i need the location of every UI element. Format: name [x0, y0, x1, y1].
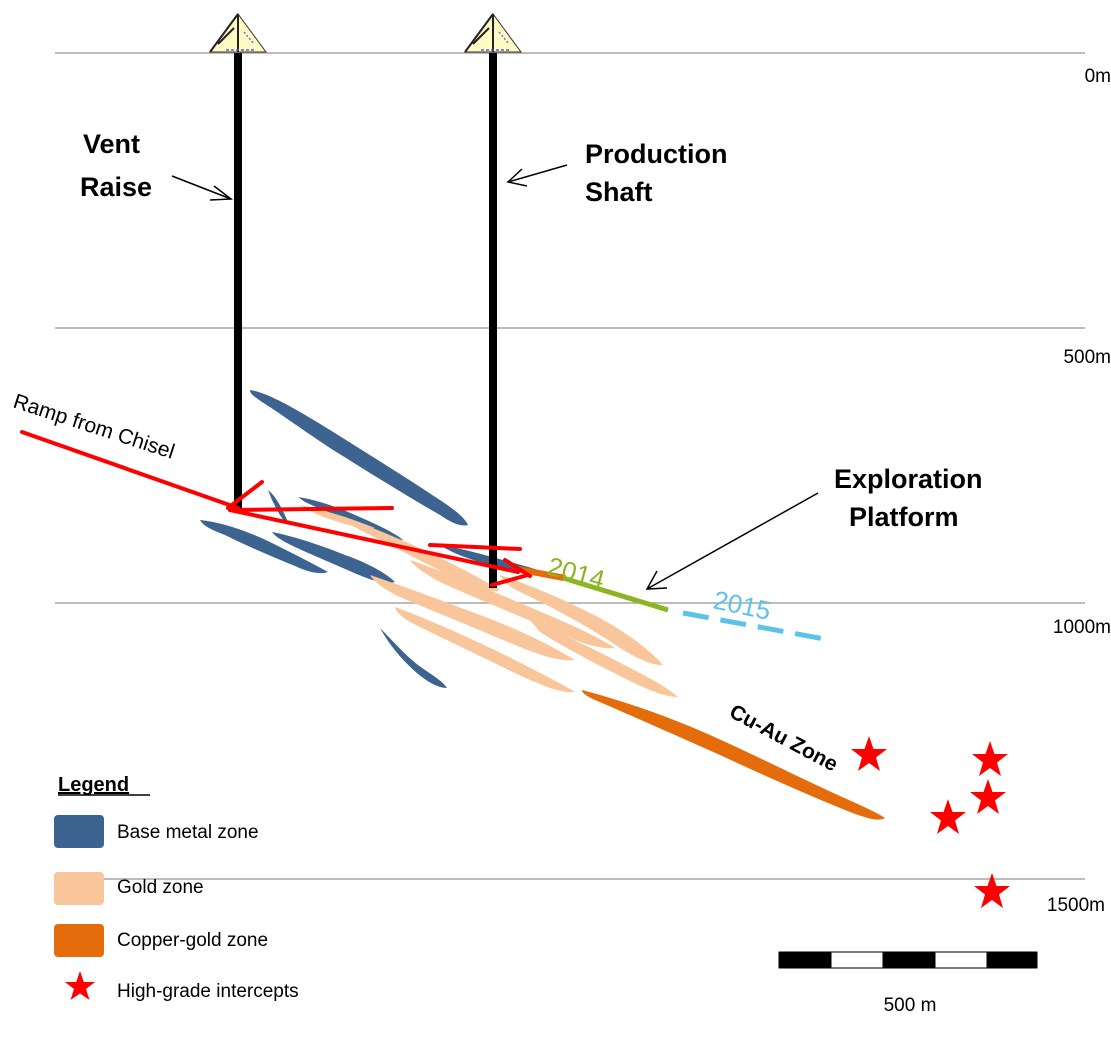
legend-swatch-gold — [54, 872, 104, 905]
ramp-label: Ramp from Chisel — [10, 390, 177, 464]
intercept-star-2 — [972, 741, 1008, 776]
intercept-star-3 — [970, 779, 1006, 814]
depth-label-500m: 500m — [1063, 347, 1111, 368]
vent-raise-headframe-icon — [209, 13, 267, 53]
legend-label-copper-gold: Copper-gold zone — [117, 930, 268, 951]
gold-lens-1 — [335, 515, 500, 592]
copper-gold-lens-main — [582, 690, 885, 820]
copper-gold-zones — [516, 566, 885, 820]
base-metal-lens-4 — [298, 497, 403, 540]
gold-lens-6 — [530, 620, 678, 697]
exploration-platform-label-line2: Platform — [849, 502, 959, 532]
exploration-platform-arrowhead — [645, 570, 668, 590]
legend-label-gold: Gold zone — [117, 877, 204, 898]
vent-raise-label-line2: Raise — [80, 172, 152, 202]
legend-title: Legend — [58, 774, 129, 796]
depth-lines — [55, 52, 1085, 880]
ramp-workings — [20, 430, 532, 587]
ramp-level-4 — [490, 573, 530, 587]
base-metal-lens-6 — [380, 628, 447, 688]
legend-label-high-grade: High-grade intercepts — [117, 981, 299, 1002]
base-metal-lens-5 — [268, 490, 288, 523]
ramp-level-1 — [228, 506, 394, 512]
vent-raise-arrowhead — [209, 185, 234, 201]
gold-lens-5 — [500, 575, 663, 666]
production-shaft-arrowhead — [506, 168, 528, 187]
year-2014-label: 2014 — [544, 551, 608, 595]
production-shaft-label-line2: Shaft — [585, 177, 653, 207]
scale-bar-label: 500 m — [884, 995, 937, 1016]
vent-raise-arrow — [171, 175, 232, 200]
gold-lens-4 — [410, 560, 615, 649]
exploration-platform-label-line1: Exploration — [834, 464, 983, 494]
ramp-main-decline — [228, 508, 520, 574]
ramp-level-2 — [226, 480, 264, 510]
base-metal-lens-3 — [272, 532, 395, 583]
depth-label-0m: 0m — [1085, 66, 1111, 87]
scale-segment-2 — [830, 951, 884, 969]
high-grade-intercepts — [851, 736, 1010, 908]
drift-2014 — [562, 575, 669, 613]
copper-gold-drift-segment — [516, 566, 566, 581]
legend-swatch-copper-gold — [54, 924, 104, 957]
scale-segment-4 — [934, 951, 988, 969]
base-metal-lens-1 — [250, 390, 468, 526]
legend-swatch-base-metal — [54, 815, 104, 848]
vent-raise-label-line1: Vent — [83, 129, 140, 159]
gold-lens-3 — [395, 607, 575, 693]
ramp-level-5 — [503, 558, 532, 578]
exploration-platform-arrow — [646, 492, 819, 590]
ramp-line — [20, 430, 240, 510]
ramp-level-3 — [428, 543, 522, 551]
scale-segment-5 — [986, 951, 1038, 969]
legend-star-icon — [65, 971, 95, 1000]
production-shaft-headframe-icon — [464, 13, 522, 53]
intercept-star-4 — [930, 799, 966, 834]
gold-zones — [300, 505, 678, 697]
production-shaft-label-line1: Production — [585, 139, 728, 169]
production-shaft-arrow — [507, 164, 568, 183]
intercept-star-1 — [851, 736, 887, 771]
drift-2015 — [682, 610, 831, 643]
callout-arrows — [171, 164, 819, 590]
scale-bar: 500 m — [778, 951, 1038, 1016]
year-2015-label: 2015 — [711, 585, 774, 626]
base-metal-lens-2 — [200, 520, 328, 574]
scale-segment-1 — [778, 951, 832, 969]
legend-label-base-metal: Base metal zone — [117, 822, 259, 843]
intercept-star-5 — [974, 873, 1010, 908]
legend: Legend Base metal zone Gold zone Copper-… — [54, 774, 299, 1002]
depth-label-1500m: 1500m — [1047, 895, 1105, 916]
gold-lens-2 — [370, 575, 575, 661]
scale-segment-3 — [882, 951, 936, 969]
depth-label-1000m: 1000m — [1053, 617, 1111, 638]
